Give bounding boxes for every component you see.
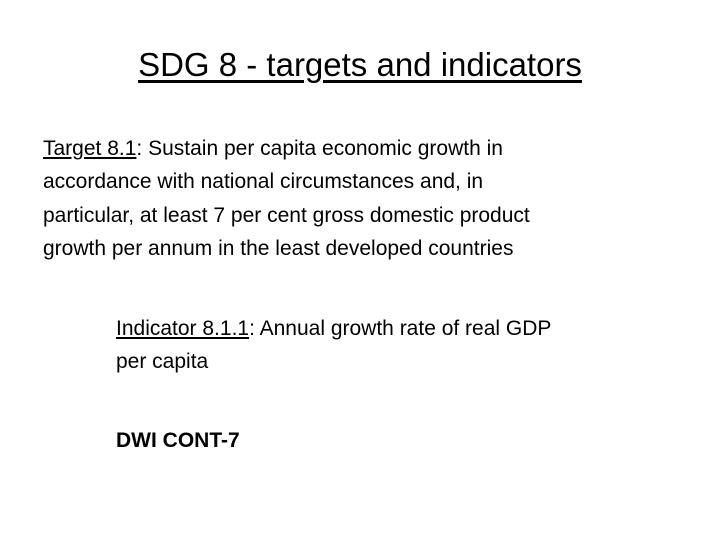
target-text: particular, at least 7 per cent gross do…: [43, 204, 530, 227]
indicator-text: : Annual growth rate of real GDP: [249, 317, 552, 340]
target-label: Target 8.1: [43, 137, 137, 160]
indicator-line: Indicator 8.1.1: Annual growth rate of r…: [116, 316, 551, 342]
note: DWI CONT-7: [116, 429, 240, 452]
target-line: Target 8.1: Sustain per capita economic …: [43, 136, 503, 162]
target-text: accordance with national circumstances a…: [43, 170, 484, 193]
indicator-text: per capita: [116, 350, 209, 373]
target-text: : Sustain per capita economic growth in: [136, 137, 503, 160]
slide-title: SDG 8 - targets and indicators: [138, 46, 582, 83]
indicator-label: Indicator 8.1.1: [116, 317, 250, 340]
target-text: growth per annum in the least developed …: [43, 237, 514, 260]
